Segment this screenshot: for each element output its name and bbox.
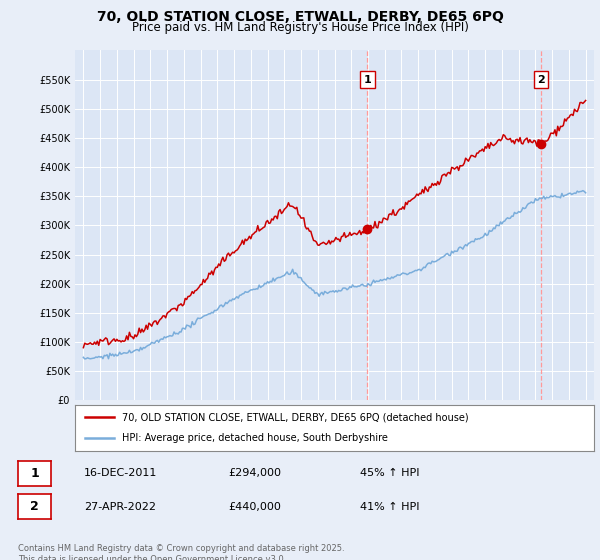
Text: 2: 2 [537,74,545,85]
Text: 45% ↑ HPI: 45% ↑ HPI [360,468,419,478]
Text: 1: 1 [364,74,371,85]
Text: 70, OLD STATION CLOSE, ETWALL, DERBY, DE65 6PQ (detached house): 70, OLD STATION CLOSE, ETWALL, DERBY, DE… [122,412,469,422]
Text: 70, OLD STATION CLOSE, ETWALL, DERBY, DE65 6PQ: 70, OLD STATION CLOSE, ETWALL, DERBY, DE… [97,10,503,24]
Text: HPI: Average price, detached house, South Derbyshire: HPI: Average price, detached house, Sout… [122,433,388,444]
Text: £440,000: £440,000 [228,502,281,512]
Text: 2: 2 [30,500,39,514]
Text: £294,000: £294,000 [228,468,281,478]
Text: 16-DEC-2011: 16-DEC-2011 [84,468,157,478]
Text: Contains HM Land Registry data © Crown copyright and database right 2025.
This d: Contains HM Land Registry data © Crown c… [18,544,344,560]
Text: 41% ↑ HPI: 41% ↑ HPI [360,502,419,512]
Text: 1: 1 [30,466,39,480]
Text: Price paid vs. HM Land Registry's House Price Index (HPI): Price paid vs. HM Land Registry's House … [131,21,469,34]
Text: 27-APR-2022: 27-APR-2022 [84,502,156,512]
